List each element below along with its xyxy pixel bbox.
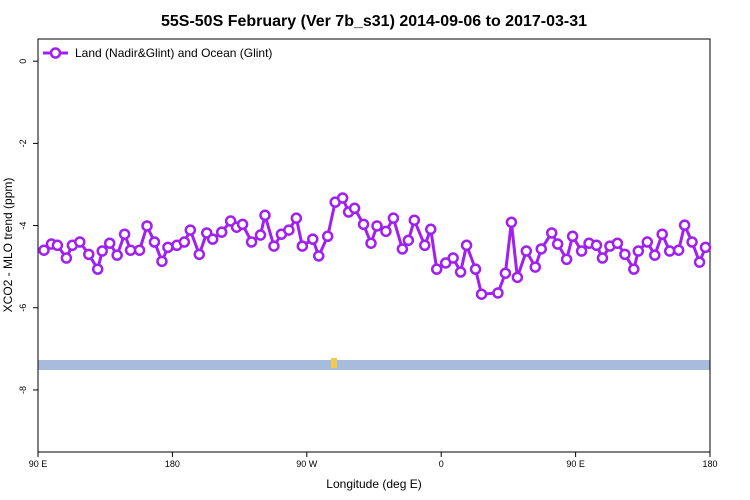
data-point — [672, 244, 685, 256]
data-point — [380, 225, 392, 238]
data-point — [529, 261, 542, 273]
legend-marker — [49, 47, 62, 59]
data-point — [245, 236, 258, 248]
data-point — [686, 236, 698, 248]
data-point — [454, 266, 467, 278]
data-point — [678, 219, 691, 231]
y-tick-label: -6 — [18, 304, 28, 312]
data-point — [520, 245, 533, 257]
y-tick-label: 0 — [18, 59, 28, 64]
data-point — [365, 237, 377, 249]
data-point — [505, 216, 518, 229]
data-point — [357, 218, 370, 231]
legend-label: Land (Nadir&Glint) and Ocean (Glint) — [75, 46, 272, 60]
data-point — [162, 241, 174, 254]
data-point — [296, 240, 309, 252]
data-point — [402, 234, 415, 247]
data-point — [590, 239, 603, 252]
data-point — [321, 230, 334, 243]
data-point — [156, 255, 168, 268]
data-point — [148, 236, 161, 248]
data-point — [51, 239, 64, 252]
data-point — [575, 245, 588, 257]
data-point — [193, 248, 206, 261]
data-point — [38, 244, 50, 256]
data-point — [663, 245, 676, 257]
data-point — [178, 236, 191, 248]
data-point — [551, 238, 564, 250]
data-point — [424, 223, 437, 236]
data-point — [268, 240, 280, 252]
data-point — [566, 230, 579, 243]
map-strip — [38, 360, 710, 370]
data-point — [141, 220, 153, 232]
data-point — [96, 245, 108, 257]
x-tick-label: 180 — [702, 459, 717, 469]
data-point — [290, 212, 303, 224]
data-point — [283, 224, 295, 236]
data-point — [439, 257, 452, 269]
data-point — [408, 214, 421, 226]
data-point — [648, 249, 661, 261]
x-tick-label: 90 E — [29, 459, 48, 469]
data-point — [545, 227, 558, 239]
data-point — [511, 271, 524, 284]
data-point — [124, 244, 137, 256]
data-point — [475, 288, 488, 300]
y-tick-label: -8 — [18, 386, 28, 394]
data-point — [336, 192, 349, 204]
data-point — [656, 228, 668, 240]
y-axis-label: XCO2 - MLO trend (ppm) — [1, 178, 15, 313]
data-point — [74, 236, 86, 248]
data-point — [628, 263, 640, 275]
x-tick-label: 180 — [165, 459, 180, 469]
data-point — [447, 252, 459, 264]
x-axis-label: Longitude (deg E) — [326, 477, 421, 491]
x-tick-label: 90 E — [566, 459, 585, 469]
data-point — [307, 233, 319, 245]
data-point — [103, 237, 116, 249]
data-point — [60, 252, 73, 264]
data-point — [83, 248, 95, 261]
data-point — [632, 245, 645, 257]
data-point — [430, 263, 443, 275]
data-point — [111, 249, 123, 261]
x-tick-label: 90 W — [296, 459, 318, 469]
data-point — [396, 243, 409, 255]
data-point — [371, 220, 383, 232]
data-point — [419, 239, 431, 252]
data-point — [254, 229, 267, 241]
data-point — [184, 224, 197, 236]
data-point — [91, 263, 104, 275]
chart-title: 55S-50S February (Ver 7b_s31) 2014-09-06… — [161, 13, 587, 30]
data-point — [133, 244, 146, 256]
data-point — [236, 218, 249, 231]
y-tick-label: -2 — [18, 139, 28, 147]
data-point — [641, 236, 654, 248]
y-tick-label: -4 — [18, 222, 28, 230]
data-point — [460, 239, 473, 252]
data-point — [535, 243, 548, 255]
data-point — [619, 248, 631, 261]
data-point — [348, 202, 361, 215]
data-point — [387, 212, 400, 224]
data-point — [469, 263, 482, 275]
data-point — [312, 250, 325, 262]
data-point — [206, 233, 219, 245]
data-point — [611, 237, 624, 249]
data-point — [259, 209, 271, 222]
map-land — [331, 358, 337, 368]
data-point — [215, 226, 228, 238]
data-point — [699, 241, 712, 254]
data-point — [693, 256, 706, 268]
data-point — [492, 287, 504, 299]
x-tick-label: 0 — [439, 459, 444, 469]
data-point — [560, 253, 573, 266]
data-point — [596, 252, 609, 264]
data-point — [499, 267, 512, 279]
data-point — [118, 228, 131, 240]
